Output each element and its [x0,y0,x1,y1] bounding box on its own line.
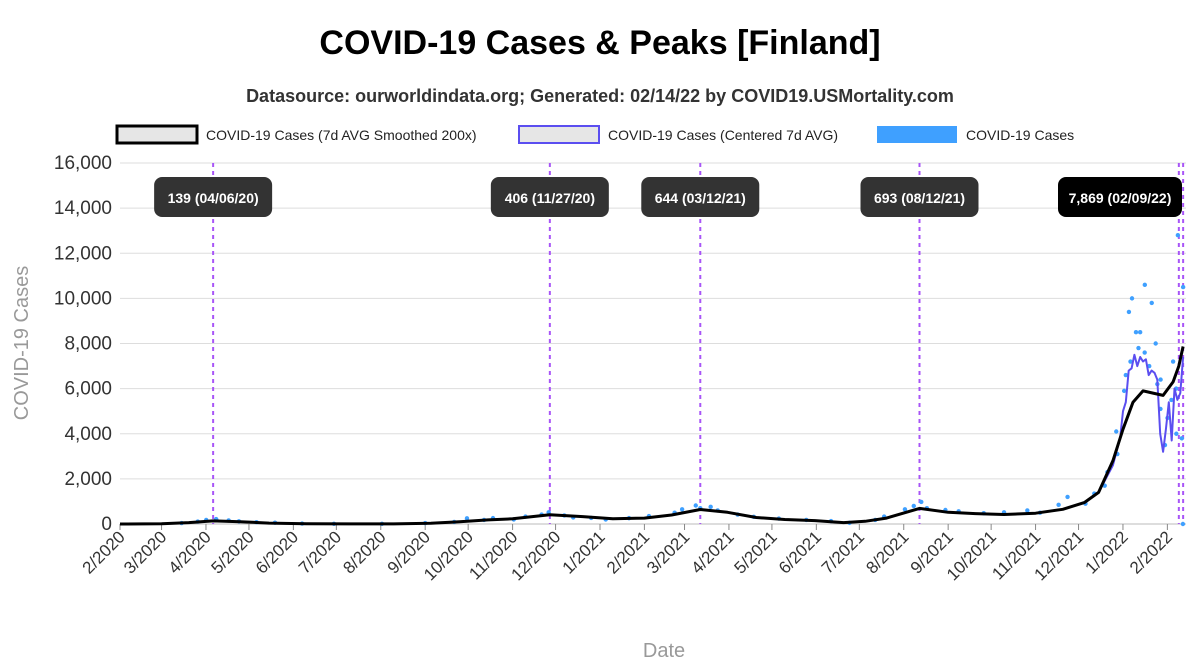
data-point [1114,429,1119,434]
data-point [1180,521,1186,527]
series-line-centered [1097,353,1185,493]
y-tick-label: 2,000 [64,469,112,490]
grid [120,162,1186,525]
legend-item: COVID-19 Cases [877,126,1074,143]
peak-label-text: 644 (03/12/21) [655,190,746,206]
x-tick-label: 2/2021 [603,527,653,577]
data-point [1137,330,1143,335]
peak-label: 7,869 (02/09/22) [1058,177,1182,217]
legend-label: COVID-19 Cases [966,127,1074,143]
y-tick-label: 8,000 [64,334,112,355]
data-point [464,516,470,521]
peak-label-text: 693 (08/12/21) [874,190,965,206]
x-axis-label: Date [643,640,685,662]
x-tick-label: 8/2021 [862,527,912,577]
data-point [1123,372,1129,378]
data-point [1158,377,1163,382]
y-tick-label: 12,000 [54,243,112,264]
x-tick-label: 6/2021 [775,527,825,577]
peak-label-box [1058,177,1182,217]
peak-label-text: 139 (04/06/20) [168,190,259,206]
data-point [1179,436,1185,441]
data-point [1142,350,1147,355]
peak-label: 139 (04/06/20) [154,177,273,217]
data-point [1180,284,1186,290]
x-tick-label: 1/2022 [1082,527,1132,577]
legend-label: COVID-19 Cases (7d AVG Smoothed 200x) [206,127,477,143]
x-tick-label: 5/2020 [208,527,258,577]
data-point [1133,330,1139,335]
y-axis-label: COVID-19 Cases [11,266,33,421]
data-point [1025,508,1030,513]
data-point [708,504,713,510]
data-point [911,503,916,509]
data-point [693,503,698,508]
legend-item: COVID-19 Cases (7d AVG Smoothed 200x) [115,124,477,145]
data-point [1121,388,1127,394]
peak-label: 693 (08/12/21) [860,177,979,217]
x-tick-label: 2/2022 [1126,527,1176,577]
data-point [1153,341,1158,346]
peak-label-box [641,177,760,217]
y-axis: 0 2,000 4,000 6,000 8,000 10,000 12,000 14,000 1… [54,153,112,535]
x-tick-label: 7/2021 [818,527,868,577]
legend-swatch [518,125,600,144]
data-point [1149,300,1154,306]
x-tick-label: 7/2020 [295,527,345,577]
peak-labels: 139 (04/06/20) 406 (11/27/20) 644 (03/12/2… [154,177,1182,217]
y-tick-label: 10,000 [54,288,112,309]
series-line-smoothed [119,346,1185,526]
x-tick-label: 8/2020 [339,527,389,577]
y-tick-label: 6,000 [64,379,112,400]
data-point [902,507,908,512]
x-tick-label: 4/2020 [165,527,215,577]
data-point [1056,502,1061,508]
peak-label-box [490,177,609,217]
data-point [1128,359,1133,364]
legend: COVID-19 Cases (7d AVG Smoothed 200x) COV… [115,124,1074,145]
peak-label-box [154,177,273,217]
y-tick-label: 4,000 [64,424,112,445]
data-point [1142,282,1148,288]
data-point [1175,233,1181,238]
chart-subtitle: Datasource: ourworldindata.org; Generate… [246,86,954,106]
peak-label-box [860,177,979,217]
data-point [1136,345,1141,351]
data-point [1169,397,1174,403]
x-tick-label: 1/2021 [559,527,609,577]
x-tick-label: 3/2020 [120,527,170,577]
data-point [919,499,924,505]
y-tick-label: 0 [101,514,112,535]
peak-label-text: 406 (11/27/20) [505,190,595,206]
data-point [679,507,685,512]
peak-label-text: 7,869 (02/09/22) [1069,190,1172,206]
legend-label: COVID-19 Cases (Centered 7d AVG) [608,127,838,143]
y-tick-label: 14,000 [54,198,112,219]
y-tick-label: 16,000 [54,153,112,174]
data-point [1174,431,1179,436]
x-tick-label: 3/2021 [643,527,693,577]
legend-item: COVID-19 Cases (Centered 7d AVG) [518,125,838,144]
x-tick-label: 6/2020 [252,527,302,577]
peak-label: 644 (03/12/21) [641,177,760,217]
chart-title: COVID-19 Cases & Peaks [Finland] [319,24,880,62]
data-point [1129,296,1135,301]
legend-swatch [115,124,199,145]
peak-label: 406 (11/27/20) [490,177,609,217]
legend-swatch [877,126,957,143]
series-layer [119,233,1186,527]
x-tick-label: 4/2021 [688,527,738,577]
x-axis: 2/20203/20204/20205/20206/20207/20208/20… [79,523,1186,584]
x-tick-label: 5/2021 [731,527,781,577]
data-point [1126,309,1132,315]
data-point [1170,359,1176,364]
data-point [1065,494,1070,500]
